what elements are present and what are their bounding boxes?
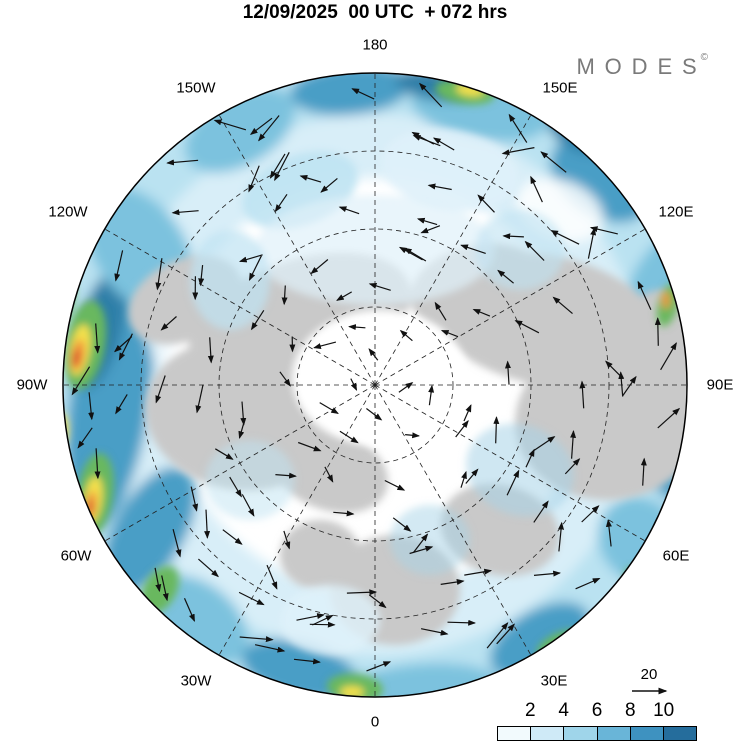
meridian-label-0: 0 [370, 713, 380, 731]
reference-arrow-label: 20 [640, 666, 658, 683]
colorbar-segment [597, 727, 631, 740]
map-outline [62, 72, 688, 698]
meridian-label-30w: 30W [180, 672, 212, 690]
colorbar-tick-label: 6 [591, 700, 603, 721]
meridian-label-30e: 30E [540, 672, 568, 690]
meridian-label-150w: 150W [176, 79, 216, 97]
colorbar-segment [564, 727, 598, 740]
wind-arrows-layer [71, 82, 681, 672]
meridian-label-90e: 90E [706, 376, 734, 394]
meridian-label-120e: 120E [658, 203, 694, 221]
colorbar-tick-label: 2 [525, 700, 536, 721]
copyright-icon: © [700, 52, 708, 63]
colorbar-segment [630, 727, 664, 740]
modes-logo: MODES© [576, 52, 708, 80]
colorbar-ticks: 2 4 6 8 10 [497, 700, 697, 722]
meridian-label-120w: 120W [48, 203, 88, 221]
colorbar-tick-label: 10 [653, 700, 675, 721]
meridian-label-180: 180 [362, 36, 388, 54]
modes-logo-text: MODES [576, 54, 707, 79]
meridian-label-60w: 60W [60, 547, 92, 565]
colorbar-segment [531, 727, 565, 740]
meridian-label-150e: 150E [542, 79, 578, 97]
page-title: 12/09/2025 00 UTC + 072 hrs [242, 2, 508, 23]
graticule [63, 73, 687, 697]
colorbar-tick-label: 4 [558, 700, 569, 721]
meridian-label-90w: 90W [16, 376, 48, 394]
colorbar-segment [663, 727, 697, 740]
colorbar-segment [498, 727, 532, 740]
colorbar-tick-label: 8 [625, 700, 636, 721]
meridian-label-60e: 60E [662, 547, 690, 565]
colorbar-segments [497, 726, 697, 741]
